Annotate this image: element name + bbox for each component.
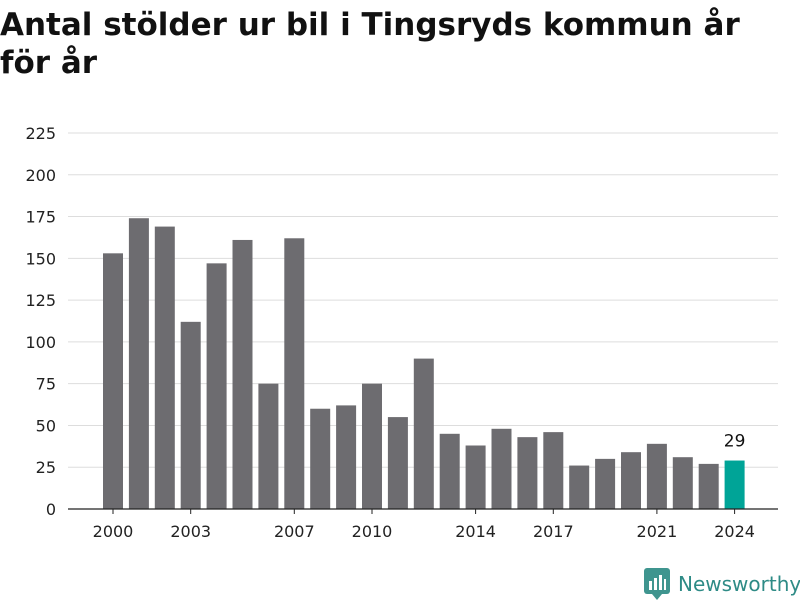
x-tick-label: 2021 — [637, 522, 678, 541]
bar — [258, 383, 279, 509]
bar — [336, 405, 357, 509]
bar — [128, 218, 149, 509]
y-tick-label: 175 — [25, 208, 56, 227]
x-tick-label: 2014 — [455, 522, 496, 541]
bar — [543, 432, 564, 509]
bar — [698, 463, 719, 509]
x-tick-label: 2024 — [714, 522, 755, 541]
y-tick-label: 25 — [36, 458, 56, 477]
bar — [284, 238, 305, 509]
bar — [491, 428, 512, 509]
bar — [465, 445, 486, 509]
bar — [595, 458, 616, 509]
bar — [439, 433, 460, 509]
y-tick-label: 100 — [25, 333, 56, 352]
bar — [569, 465, 590, 509]
x-tick-label: 2017 — [533, 522, 574, 541]
x-tick-label: 2000 — [93, 522, 134, 541]
bar — [103, 253, 123, 509]
bar — [413, 358, 434, 509]
x-axis-ticks: 2000 2003 2007 2010 2014 2017 2021 2024 — [93, 509, 755, 541]
chart-title: Antal stölder ur bil i Tingsryds kommun … — [0, 7, 740, 81]
brand-name: Newsworthy — [678, 572, 800, 596]
bar — [310, 408, 331, 509]
y-tick-label: 200 — [25, 166, 56, 185]
y-tick-label: 150 — [25, 249, 56, 268]
data-labels: 29 — [724, 432, 746, 452]
y-axis-ticks: 0 25 50 75 100 125 150 175 200 225 — [25, 124, 56, 519]
bar — [362, 383, 382, 509]
bar — [724, 460, 745, 509]
bars — [103, 218, 745, 510]
y-tick-label: 50 — [36, 416, 56, 435]
data-label: 29 — [724, 432, 746, 452]
bar — [154, 226, 175, 510]
y-tick-label: 0 — [46, 500, 56, 519]
x-tick-label: 2010 — [352, 522, 393, 541]
bar — [232, 239, 253, 509]
bar — [387, 417, 408, 509]
newsworthy-logo-icon — [644, 568, 670, 600]
bar — [672, 457, 693, 509]
bar — [206, 263, 227, 509]
y-tick-label: 75 — [36, 375, 56, 394]
x-tick-label: 2007 — [274, 522, 315, 541]
bar — [621, 452, 641, 509]
y-tick-label: 125 — [25, 291, 56, 310]
bar — [180, 321, 201, 509]
y-tick-label: 225 — [25, 124, 56, 143]
x-tick-label: 2003 — [170, 522, 211, 541]
bar — [517, 437, 538, 509]
brand-footer: Newsworthy — [644, 568, 800, 600]
bar — [646, 443, 667, 509]
